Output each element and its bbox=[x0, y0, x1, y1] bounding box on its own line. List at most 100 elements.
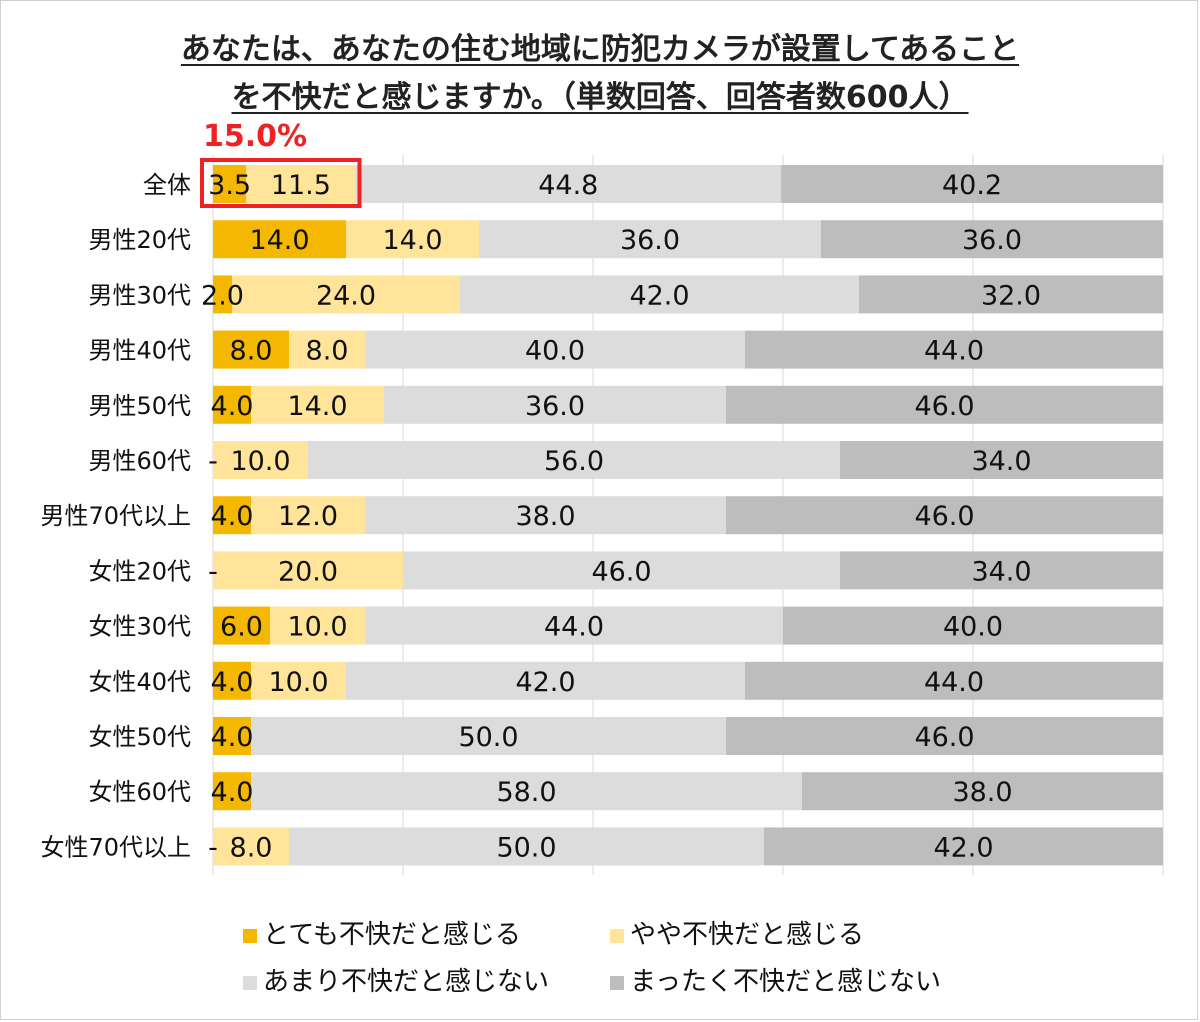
category-label: 男性30代 bbox=[88, 281, 191, 309]
bar-segment-3 bbox=[346, 661, 745, 700]
bar-segment-2 bbox=[251, 385, 384, 424]
bar-segment-3 bbox=[289, 827, 764, 866]
value-label: 36.0 bbox=[620, 225, 680, 256]
legend-label: とても不快だと感じる bbox=[263, 920, 521, 950]
chart-title-line1: あなたは、あなたの住む地域に防犯カメラが設置してあること bbox=[180, 32, 1020, 67]
value-label: 42.0 bbox=[933, 832, 993, 863]
bar-segment-3 bbox=[365, 330, 745, 369]
legend-label: やや不快だと感じる bbox=[630, 920, 864, 950]
legend-swatch bbox=[610, 976, 624, 990]
value-label: 50.0 bbox=[458, 722, 518, 753]
bar-segment-3 bbox=[308, 441, 840, 479]
category-label: 男性70代以上 bbox=[40, 502, 191, 530]
value-label: 36.0 bbox=[962, 225, 1022, 256]
bar-segment-3 bbox=[384, 385, 726, 424]
value-label: - bbox=[208, 556, 218, 587]
bar-segment-3 bbox=[355, 165, 782, 203]
value-label: 50.0 bbox=[496, 832, 556, 863]
category-label: 女性60代 bbox=[88, 778, 191, 806]
bar-segment-1 bbox=[213, 275, 232, 314]
value-label: 42.0 bbox=[629, 280, 689, 311]
value-label: 58.0 bbox=[496, 777, 556, 808]
value-label: 14.0 bbox=[382, 225, 442, 256]
value-label: 38.0 bbox=[515, 501, 575, 532]
category-label: 女性30代 bbox=[88, 613, 191, 641]
value-label: 46.0 bbox=[914, 722, 974, 753]
value-label: 8.0 bbox=[230, 832, 273, 863]
value-label: 14.0 bbox=[249, 225, 309, 256]
value-label: 11.5 bbox=[271, 170, 331, 201]
bar-segment-4 bbox=[726, 717, 1163, 755]
category-label: 男性60代 bbox=[88, 447, 191, 475]
value-label: 40.0 bbox=[525, 336, 585, 367]
legend-label: あまり不快だと感じない bbox=[263, 967, 549, 997]
value-label: 10.0 bbox=[268, 667, 328, 698]
value-label: 40.0 bbox=[943, 612, 1003, 643]
bar-segment-4 bbox=[726, 385, 1163, 424]
bar-segment-1 bbox=[213, 606, 270, 645]
bar-segment-4 bbox=[745, 330, 1163, 369]
bar-segment-4 bbox=[821, 220, 1163, 259]
bar-segment-3 bbox=[365, 496, 726, 535]
bar-segment-1 bbox=[213, 496, 251, 535]
bar-segment-2 bbox=[346, 220, 479, 259]
bar-segment-2 bbox=[251, 496, 365, 535]
value-label: 24.0 bbox=[316, 280, 376, 311]
category-label: 女性40代 bbox=[88, 668, 191, 696]
bar-segment-1 bbox=[213, 330, 289, 369]
value-label: 2.0 bbox=[201, 280, 244, 311]
category-label: 男性40代 bbox=[88, 337, 191, 365]
bar-segment-2 bbox=[213, 551, 403, 590]
value-label: 10.0 bbox=[230, 446, 290, 477]
bar-segment-1 bbox=[213, 220, 346, 259]
value-label: 44.0 bbox=[924, 667, 984, 698]
chart-title-line2: を不快だと感じますか。（単数回答、回答者数600人） bbox=[231, 80, 969, 115]
value-label: 4.0 bbox=[211, 722, 254, 753]
category-label: 男性50代 bbox=[88, 392, 191, 420]
bar-segment-4 bbox=[745, 661, 1163, 700]
legend-swatch bbox=[243, 929, 257, 943]
bar-segment-1 bbox=[213, 717, 251, 755]
value-label: 46.0 bbox=[591, 556, 651, 587]
bar-segment-3 bbox=[365, 606, 783, 645]
value-label: 8.0 bbox=[306, 336, 349, 367]
value-label: 44.0 bbox=[924, 336, 984, 367]
bar-segment-4 bbox=[783, 606, 1163, 645]
value-label: 4.0 bbox=[211, 667, 254, 698]
bar-segment-3 bbox=[479, 220, 821, 259]
value-label: 44.8 bbox=[538, 170, 598, 201]
bar-segment-1 bbox=[213, 385, 251, 424]
value-label: 12.0 bbox=[278, 501, 338, 532]
bar-segment-4 bbox=[726, 496, 1163, 535]
category-label: 男性20代 bbox=[88, 226, 191, 254]
value-label: 36.0 bbox=[525, 391, 585, 422]
bar-segment-3 bbox=[460, 275, 859, 314]
value-label: 6.0 bbox=[220, 612, 263, 643]
value-label: 20.0 bbox=[278, 556, 338, 587]
legend-swatch bbox=[243, 976, 257, 990]
legend-swatch bbox=[610, 929, 624, 943]
bar-segment-2 bbox=[232, 275, 460, 314]
value-label: 42.0 bbox=[515, 667, 575, 698]
bar-segment-1 bbox=[213, 772, 251, 811]
bar-segment-2 bbox=[213, 441, 308, 479]
bar-segment-4 bbox=[840, 441, 1163, 479]
bar-segment-2 bbox=[246, 165, 356, 203]
bar-segment-4 bbox=[802, 772, 1163, 811]
legend-label: まったく不快だと感じない bbox=[630, 967, 941, 997]
value-label: 46.0 bbox=[914, 391, 974, 422]
value-label: 4.0 bbox=[211, 501, 254, 532]
value-label: - bbox=[208, 832, 218, 863]
highlight-label: 15.0% bbox=[203, 119, 307, 154]
bar-segment-4 bbox=[840, 551, 1163, 590]
value-label: 34.0 bbox=[971, 556, 1031, 587]
highlight-box bbox=[200, 158, 362, 208]
value-label: - bbox=[208, 446, 218, 477]
bar-segment-3 bbox=[251, 717, 726, 755]
value-label: 8.0 bbox=[230, 336, 273, 367]
bar-segment-1 bbox=[213, 661, 251, 700]
value-label: 32.0 bbox=[981, 280, 1041, 311]
category-label: 女性70代以上 bbox=[40, 833, 191, 861]
bar-segment-2 bbox=[289, 330, 365, 369]
